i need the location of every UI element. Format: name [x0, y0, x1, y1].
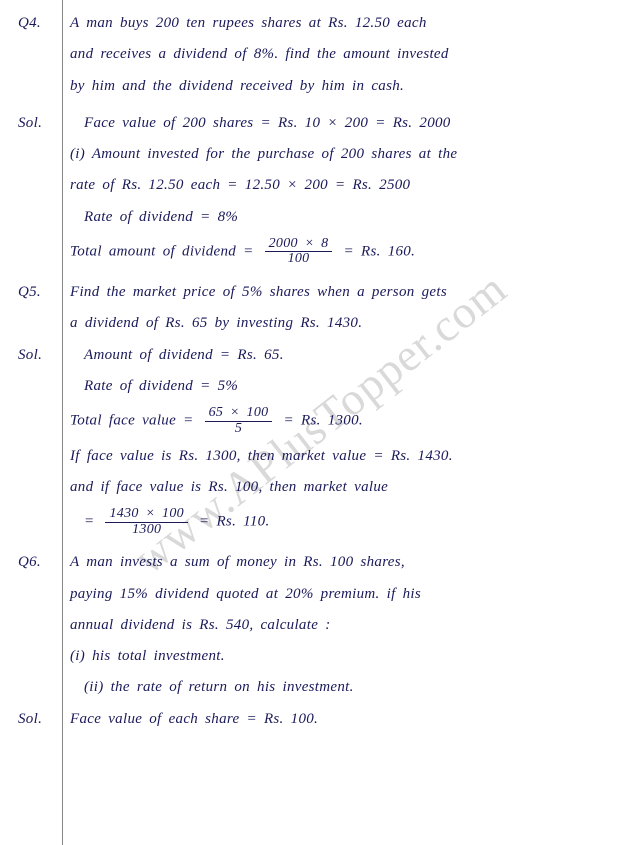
- q6-line5: (ii) the rate of return on his investmen…: [70, 676, 622, 699]
- q5-line1: Q5. Find the market price of 5% shares w…: [70, 281, 622, 304]
- s5-l3b: = Rs. 1300.: [284, 413, 363, 429]
- q6-line3: annual dividend is Rs. 540, calculate :: [70, 614, 622, 637]
- s6-text1: Face value of each share = Rs. 100.: [70, 711, 318, 727]
- page-content: Q4. A man buys 200 ten rupees shares at …: [70, 12, 622, 731]
- s4-frac-den: 100: [265, 252, 333, 267]
- s6-label: Sol.: [18, 708, 42, 731]
- s4-line4: Rate of dividend = 8%: [70, 206, 622, 229]
- s4-l5a: Total amount of dividend =: [70, 243, 261, 259]
- s4-l5b: = Rs. 160.: [344, 243, 416, 259]
- q5-label: Q5.: [18, 281, 41, 304]
- s4-label: Sol.: [18, 112, 42, 135]
- s4-text1: Face value of 200 shares = Rs. 10 × 200 …: [84, 115, 451, 131]
- q4-line1: Q4. A man buys 200 ten rupees shares at …: [70, 12, 622, 35]
- s5-line1: Sol. Amount of dividend = Rs. 65.: [70, 344, 622, 367]
- s4-frac: 2000 × 8 100: [265, 237, 333, 267]
- s5-line6: = 1430 × 100 1300 = Rs. 110.: [70, 507, 622, 537]
- q5-text1: Find the market price of 5% shares when …: [70, 284, 447, 300]
- s5-line3: Total face value = 65 × 100 5 = Rs. 1300…: [70, 406, 622, 436]
- q6-text1: A man invests a sum of money in Rs. 100 …: [70, 554, 405, 570]
- s5-frac1: 65 × 100 5: [205, 406, 273, 436]
- s4-line2: (i) Amount invested for the purchase of …: [70, 143, 622, 166]
- margin-rule: [62, 0, 63, 845]
- s5-l6a: =: [84, 514, 101, 530]
- q4-line3: by him and the dividend received by him …: [70, 75, 622, 98]
- s5-line4: If face value is Rs. 1300, then market v…: [70, 445, 622, 468]
- s5-line5: and if face value is Rs. 100, then marke…: [70, 476, 622, 499]
- s5-l6b: = Rs. 110.: [199, 514, 270, 530]
- s5-l3a: Total face value =: [70, 413, 201, 429]
- s4-line5: Total amount of dividend = 2000 × 8 100 …: [70, 237, 622, 267]
- q4-text1: A man buys 200 ten rupees shares at Rs. …: [70, 15, 427, 31]
- s5-label: Sol.: [18, 344, 42, 367]
- s5-frac2: 1430 × 100 1300: [105, 507, 187, 537]
- q6-line4: (i) his total investment.: [70, 645, 622, 668]
- s5-frac1-num: 65 × 100: [205, 406, 273, 422]
- q5-line2: a dividend of Rs. 65 by investing Rs. 14…: [70, 312, 622, 335]
- s4-line3: rate of Rs. 12.50 each = 12.50 × 200 = R…: [70, 174, 622, 197]
- q6-line1: Q6. A man invests a sum of money in Rs. …: [70, 551, 622, 574]
- s4-line1: Sol. Face value of 200 shares = Rs. 10 ×…: [70, 112, 622, 135]
- q6-label: Q6.: [18, 551, 41, 574]
- s5-frac1-den: 5: [205, 422, 273, 437]
- s4-frac-num: 2000 × 8: [265, 237, 333, 253]
- q4-label: Q4.: [18, 12, 41, 35]
- s5-frac2-num: 1430 × 100: [105, 507, 187, 523]
- s5-text1: Amount of dividend = Rs. 65.: [84, 347, 284, 363]
- q4-line2: and receives a dividend of 8%. find the …: [70, 43, 622, 66]
- s5-frac2-den: 1300: [105, 523, 187, 538]
- s6-line1: Sol. Face value of each share = Rs. 100.: [70, 708, 622, 731]
- s5-line2: Rate of dividend = 5%: [70, 375, 622, 398]
- handwritten-page: www.APlusTopper.com Q4. A man buys 200 t…: [0, 0, 640, 845]
- q6-line2: paying 15% dividend quoted at 20% premiu…: [70, 583, 622, 606]
